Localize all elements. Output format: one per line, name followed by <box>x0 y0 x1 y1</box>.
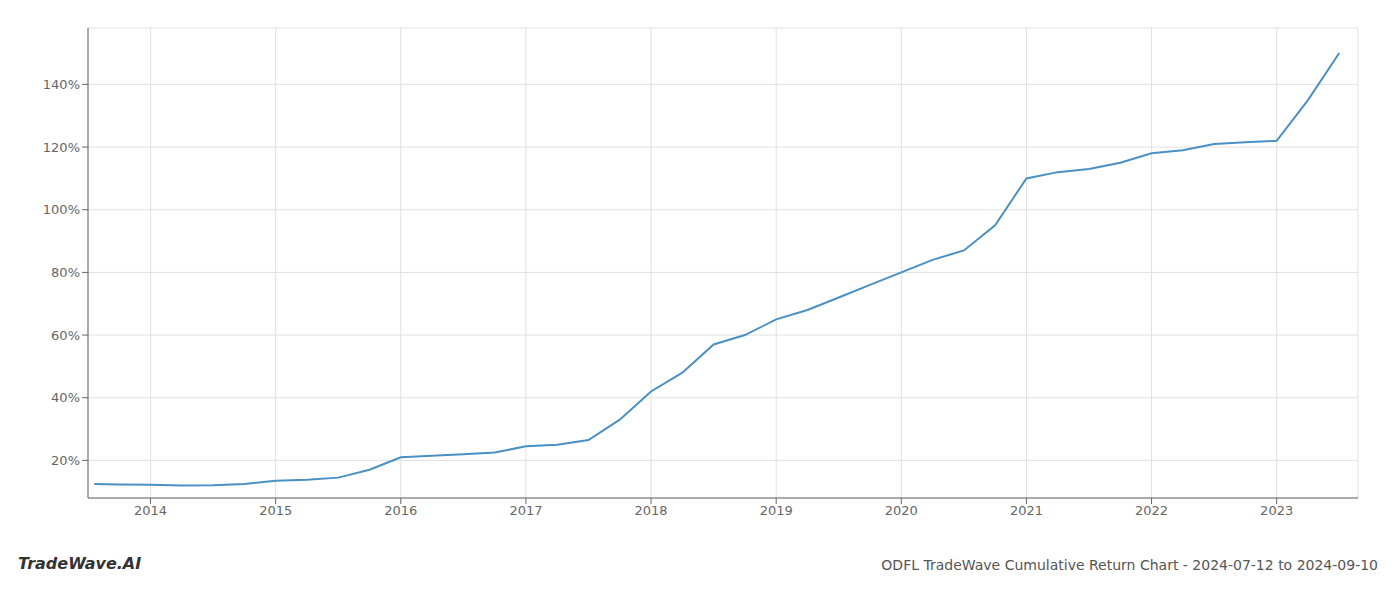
svg-text:2015: 2015 <box>259 503 292 518</box>
svg-text:2014: 2014 <box>134 503 167 518</box>
svg-text:100%: 100% <box>43 202 80 217</box>
svg-text:2023: 2023 <box>1260 503 1293 518</box>
svg-text:2017: 2017 <box>509 503 542 518</box>
svg-text:2021: 2021 <box>1010 503 1043 518</box>
svg-text:20%: 20% <box>51 453 80 468</box>
svg-text:120%: 120% <box>43 140 80 155</box>
svg-text:2019: 2019 <box>760 503 793 518</box>
svg-text:2018: 2018 <box>635 503 668 518</box>
html-text:TradeWave.AI: TradeWave.AI <box>18 554 142 573</box>
svg-text:2020: 2020 <box>885 503 918 518</box>
svg-text:40%: 40% <box>51 390 80 405</box>
svg-text:140%: 140% <box>43 77 80 92</box>
html-text:ODFL TradeWave Cumulative Retu: ODFL TradeWave Cumulative Return Chart -… <box>881 557 1378 573</box>
svg-text:2016: 2016 <box>384 503 417 518</box>
svg-text:80%: 80% <box>51 265 80 280</box>
svg-text:2022: 2022 <box>1135 503 1168 518</box>
svg-text:60%: 60% <box>51 328 80 343</box>
